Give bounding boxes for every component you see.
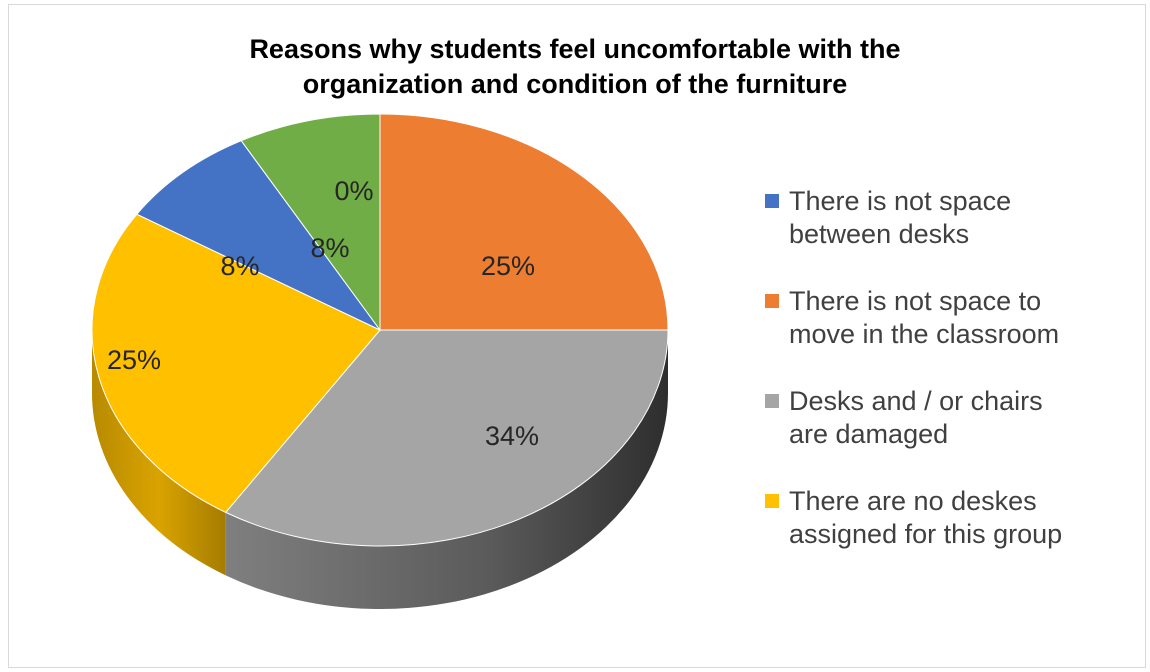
legend-label-0-line-1: There is not space	[789, 186, 1012, 216]
pie-slice-0	[136, 140, 381, 331]
legend-label-0-line-2: between desks	[789, 219, 970, 249]
pie-data-label-0: 8%	[220, 251, 259, 281]
legend-label-3-line-2: assigned for this group	[789, 519, 1063, 549]
legend-label-1-line-1: There is not space to	[789, 286, 1042, 316]
pie-data-label-3: 25%	[107, 345, 161, 375]
legend-swatch-0	[765, 194, 779, 208]
legend-label-0: There is not space between desks	[789, 185, 1139, 251]
pie-data-label-5: 0%	[334, 176, 373, 206]
chart-title: Reasons why students feel uncomfortable …	[0, 32, 1150, 102]
chart-title-line-1: Reasons why students feel uncomfortable …	[249, 34, 901, 64]
legend-label-2: Desks and / or chairs are damaged	[789, 385, 1139, 451]
legend-swatch-3	[765, 494, 779, 508]
pie-slice-2	[224, 329, 669, 547]
legend-label-3: There are no deskes assigned for this gr…	[789, 485, 1139, 551]
pie-slice-4	[240, 113, 381, 332]
legend-swatch-1	[765, 294, 779, 308]
pie-data-label-4: 8%	[310, 233, 349, 263]
chart-title-line-2: organization and condition of the furnit…	[302, 69, 848, 99]
legend-label-1-line-2: move in the classroom	[789, 319, 1060, 349]
pie-side-3	[92, 330, 226, 576]
pie-slice-3	[91, 213, 381, 513]
legend-label-2-line-2: are damaged	[789, 419, 949, 449]
legend-label-1: There is not space to move in the classr…	[789, 285, 1139, 351]
legend-label-2-line-1: Desks and / or chairs	[789, 386, 1043, 416]
pie-labels: 25% 34% 25% 8% 8% 0%	[107, 176, 539, 451]
legend-swatch-2	[765, 394, 779, 408]
pie-slice-1	[379, 113, 669, 331]
pie-data-label-2: 34%	[485, 421, 539, 451]
legend-label-3-line-1: There are no deskes	[789, 486, 1037, 516]
pie-side-2	[225, 330, 668, 609]
pie-tops	[91, 113, 669, 547]
pie-data-label-1: 25%	[481, 251, 535, 281]
pie-sides	[92, 330, 668, 609]
